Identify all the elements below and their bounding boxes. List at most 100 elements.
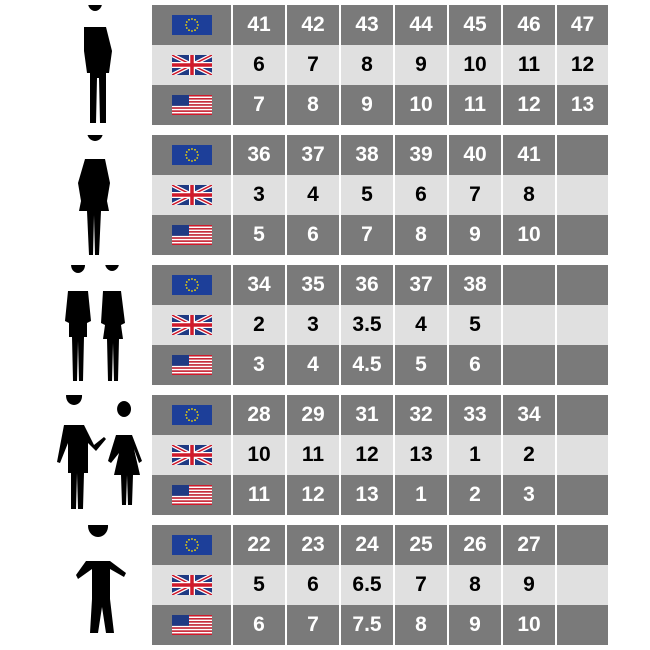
size-cell: 3 [233,345,285,385]
size-cell: 3 [233,175,285,215]
size-cell: 27 [503,525,555,565]
children-icon [57,395,142,509]
size-group: 41 42 43 44 45 46 47 6 7 8 9 10 11 12 7 8 9 10 11 12 13 [0,5,650,126]
size-cell: 36 [233,135,285,175]
size-cell: 4.5 [341,345,393,385]
size-cell: 6 [233,605,285,645]
size-cell: 4 [287,175,339,215]
uk-flag-icon [152,305,231,345]
size-cell: 7 [449,175,501,215]
size-cell: 32 [395,395,447,435]
size-cell: 26 [449,525,501,565]
size-cell: 13 [341,475,393,515]
eu-flag-icon [152,265,231,305]
size-cell [503,265,555,305]
size-cell: 37 [395,265,447,305]
size-cell: 6 [287,215,339,255]
size-cell: 8 [287,85,339,125]
size-cell: 1 [449,435,501,475]
size-cell: 33 [449,395,501,435]
size-cell: 4 [287,345,339,385]
size-cell: 8 [395,605,447,645]
eu-size-row: 41 42 43 44 45 46 47 [152,5,608,45]
uk-flag-icon [152,45,231,85]
size-cell: 8 [341,45,393,85]
size-cell: 25 [395,525,447,565]
us-size-row: 3 4 4.5 5 6 [152,345,608,385]
size-cell: 7.5 [341,605,393,645]
size-cell: 2 [449,475,501,515]
size-cell: 9 [503,565,555,605]
size-cell: 36 [341,265,393,305]
size-cell: 12 [341,435,393,475]
size-cell: 7 [341,215,393,255]
size-group: 34 35 36 37 38 2 3 3.5 4 5 3 4 4.5 5 6 [0,265,650,386]
us-flag-icon [152,475,231,515]
us-size-row: 6 7 7.5 8 9 10 [152,605,608,645]
woman-icon [78,135,110,255]
size-group: 36 37 38 39 40 41 3 4 5 6 7 8 5 6 7 8 9 10 [0,135,650,256]
eu-size-row: 36 37 38 39 40 41 [152,135,608,175]
size-cell: 7 [395,565,447,605]
size-cell: 2 [233,305,285,345]
size-cell [557,305,608,345]
eu-flag-icon [152,135,231,175]
size-cell: 38 [341,135,393,175]
size-cell: 7 [233,85,285,125]
size-cell: 9 [341,85,393,125]
size-cell: 9 [449,605,501,645]
size-group: 28 29 31 32 33 34 10 11 12 13 1 2 11 12 13 1 2 3 [0,395,650,516]
eu-flag-icon [152,395,231,435]
uk-size-row: 5 6 6.5 7 8 9 [152,565,608,605]
size-cell [557,175,608,215]
size-cell: 22 [233,525,285,565]
us-flag-icon [152,605,231,645]
size-cell: 11 [233,475,285,515]
teens-icon [65,265,125,381]
size-cell: 28 [233,395,285,435]
size-cell [503,305,555,345]
size-cell [557,565,608,605]
size-cell: 10 [233,435,285,475]
size-cell [557,345,608,385]
size-cell: 31 [341,395,393,435]
size-cell: 10 [395,85,447,125]
us-flag-icon [152,85,231,125]
size-cell: 10 [503,605,555,645]
size-cell [557,265,608,305]
eu-flag-icon [152,5,231,45]
size-cell: 43 [341,5,393,45]
size-cell: 37 [287,135,339,175]
uk-size-row: 10 11 12 13 1 2 [152,435,608,475]
size-cell: 5 [233,565,285,605]
size-cell: 8 [503,175,555,215]
size-cell: 5 [233,215,285,255]
uk-flag-icon [152,565,231,605]
size-cell: 6 [287,565,339,605]
size-cell: 13 [395,435,447,475]
us-size-row: 5 6 7 8 9 10 [152,215,608,255]
eu-size-row: 34 35 36 37 38 [152,265,608,305]
uk-size-row: 6 7 8 9 10 11 12 [152,45,608,85]
uk-flag-icon [152,435,231,475]
us-flag-icon [152,215,231,255]
size-group: 22 23 24 25 26 27 5 6 6.5 7 8 9 6 7 7.5 8 9 10 [0,525,650,646]
size-cell: 12 [503,85,555,125]
size-cell [557,135,608,175]
size-cell: 5 [341,175,393,215]
size-cell [557,475,608,515]
size-cell: 29 [287,395,339,435]
size-cell: 5 [395,345,447,385]
size-cell: 42 [287,5,339,45]
us-size-row: 11 12 13 1 2 3 [152,475,608,515]
size-cell: 13 [557,85,608,125]
size-cell: 2 [503,435,555,475]
size-cell: 11 [287,435,339,475]
eu-size-row: 28 29 31 32 33 34 [152,395,608,435]
size-cell: 8 [449,565,501,605]
uk-size-row: 2 3 3.5 4 5 [152,305,608,345]
size-cell: 34 [503,395,555,435]
size-cell: 6 [395,175,447,215]
size-cell [557,215,608,255]
size-cell: 38 [449,265,501,305]
